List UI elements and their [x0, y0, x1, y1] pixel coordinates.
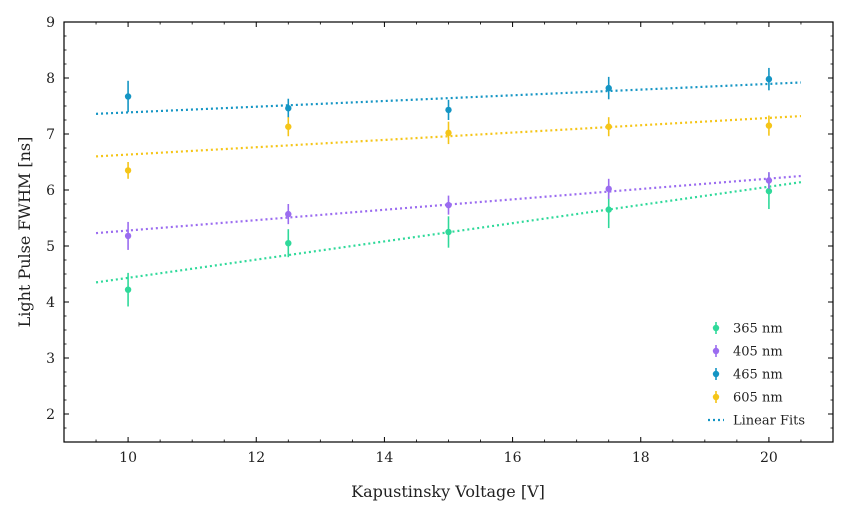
data-point [605, 206, 612, 213]
plot-frame [63, 21, 834, 443]
legend-label: 465 nm [733, 368, 783, 383]
y-tick-label: 5 [46, 239, 55, 255]
data-point [605, 84, 612, 92]
data-point [124, 167, 132, 174]
y-tick-label: 7 [46, 127, 55, 143]
data-point [765, 177, 773, 184]
data-point [765, 187, 773, 195]
legend-fit-label: Linear Fits [733, 414, 805, 429]
data-point [124, 232, 132, 240]
legend-marker [712, 347, 720, 355]
y-tick-label: 9 [46, 15, 55, 31]
x-tick-label: 18 [632, 450, 650, 466]
data-point [445, 228, 452, 236]
legend: 365 nm 405 nm 465 nm 605 nm Linear Fits [708, 322, 805, 429]
x-tick-label: 14 [376, 450, 394, 466]
data-point [765, 122, 773, 129]
legend-label: 365 nm [733, 322, 783, 337]
data-point [445, 201, 452, 209]
axis-ticks: 10 12 14 16 18 20 2 3 4 5 6 7 8 9 [46, 15, 834, 466]
data-point [445, 106, 452, 114]
x-tick-label: 10 [119, 450, 137, 466]
legend-marker [712, 393, 720, 401]
data-point [445, 129, 452, 137]
y-tick-label: 4 [46, 295, 55, 311]
legend-label: 605 nm [733, 391, 783, 406]
y-axis-label: Light Pulse FWHM [ns] [15, 137, 34, 328]
data-point [285, 123, 292, 130]
x-tick-label: 20 [760, 450, 778, 466]
legend-label: 405 nm [733, 345, 783, 360]
y-tick-label: 3 [46, 351, 55, 367]
legend-marker [712, 370, 720, 378]
y-tick-label: 6 [46, 183, 55, 199]
data-point [124, 286, 132, 293]
data-point [285, 240, 292, 247]
x-axis-label: Kapustinsky Voltage [V] [351, 482, 545, 501]
x-tick-label: 12 [247, 450, 265, 466]
data-point [765, 75, 773, 83]
data-point [124, 93, 132, 100]
data-points [124, 67, 773, 307]
legend-marker [712, 324, 720, 332]
y-tick-label: 8 [46, 71, 55, 87]
data-point [285, 105, 292, 112]
x-tick-label: 16 [504, 450, 522, 466]
data-point [605, 185, 612, 193]
data-point [285, 210, 292, 218]
y-tick-label: 2 [46, 407, 55, 423]
data-point [605, 123, 612, 130]
